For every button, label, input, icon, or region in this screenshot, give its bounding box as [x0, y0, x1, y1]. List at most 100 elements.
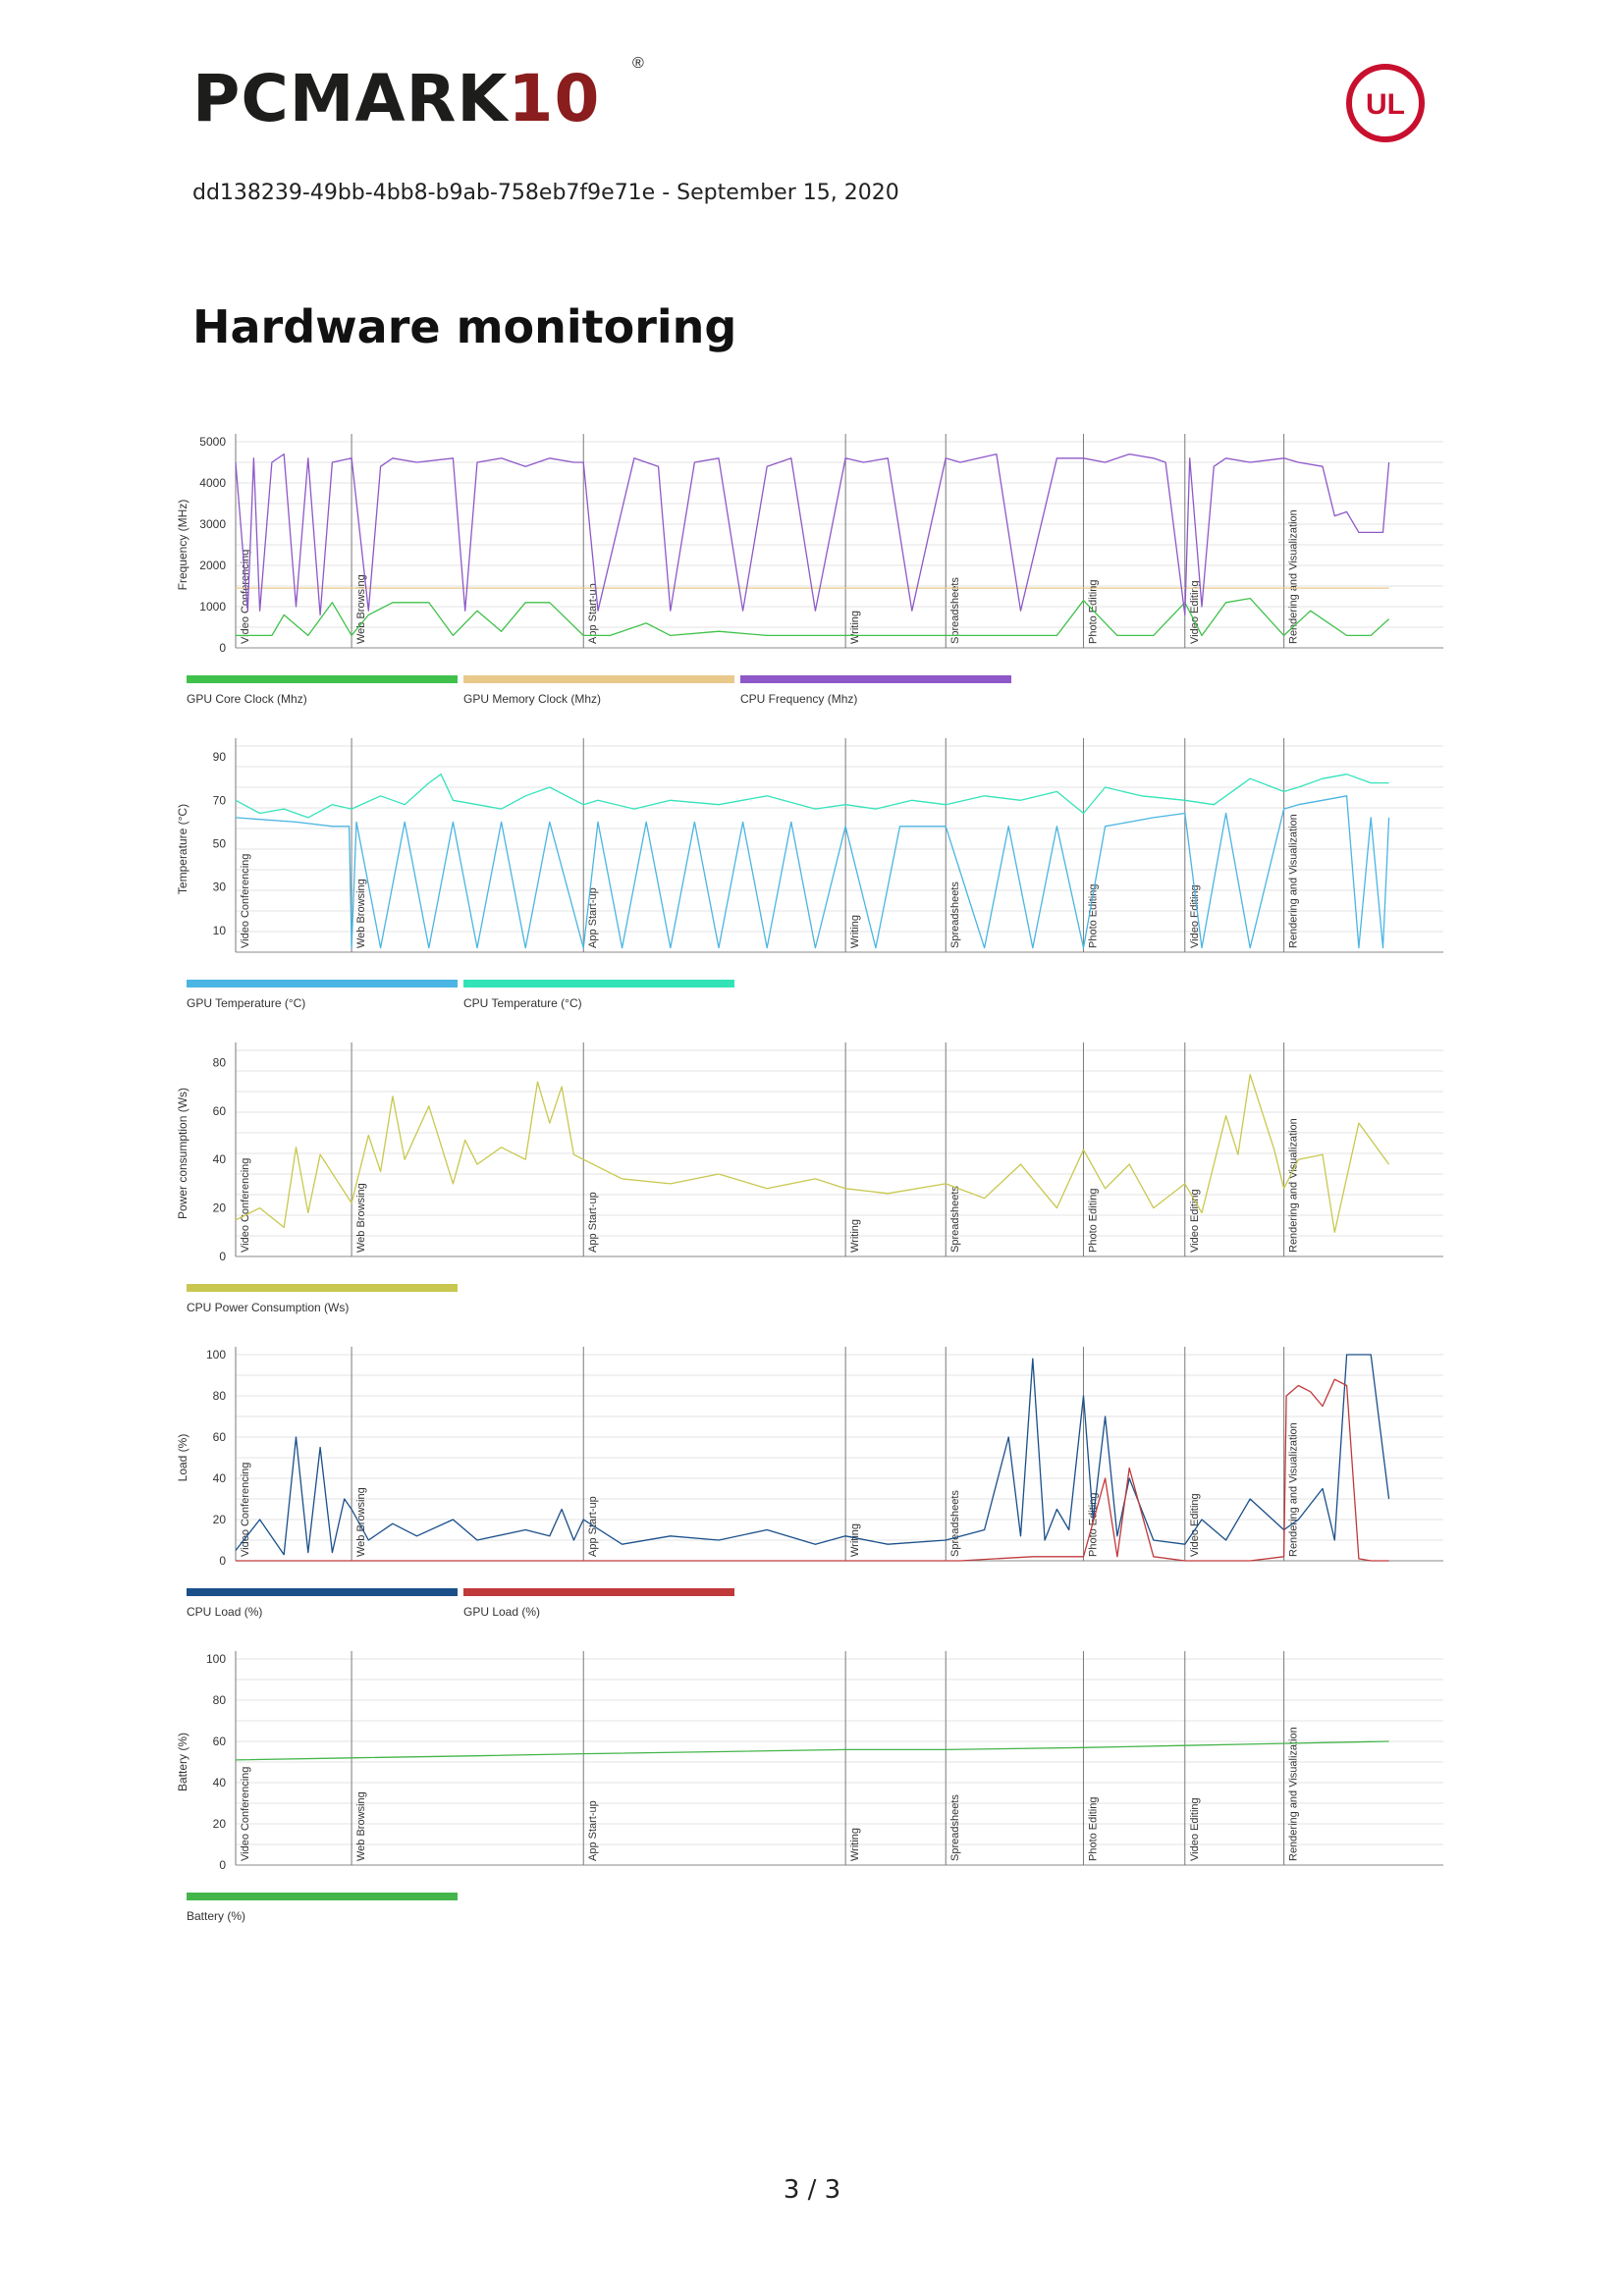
phase-label-app-start-up: App Start-up	[587, 887, 599, 948]
y-tick-label: 0	[219, 1554, 226, 1568]
y-tick-label: 90	[213, 750, 227, 764]
phase-label-writing: Writing	[849, 1219, 861, 1253]
series-line-gpu-temperature-c	[235, 795, 1390, 949]
phase-label-writing: Writing	[849, 611, 861, 644]
legend-label-gpu-memory-clock-mhz: GPU Memory Clock (Mhz)	[463, 692, 601, 706]
phase-label-rendering-and-visualization: Rendering and Visualization	[1288, 509, 1300, 644]
y-axis-label: Load (%)	[176, 1434, 189, 1482]
logo-registered-mark: ®	[632, 55, 644, 72]
legend-swatch-gpu-memory-clock-mhz	[463, 675, 734, 683]
pcmark-logo: PCMARK10 ®	[192, 55, 703, 137]
y-axis-label: Frequency (MHz)	[176, 500, 189, 591]
series-line-cpu-load	[235, 1354, 1390, 1556]
phase-label-photo-editing: Photo Editing	[1087, 1797, 1099, 1861]
y-tick-label: 3000	[199, 517, 226, 531]
phase-label-web-browsing: Web Browsing	[355, 1183, 367, 1253]
phase-label-video-editing: Video Editing	[1189, 1189, 1201, 1253]
series-line-gpu-core-clock-mhz	[236, 597, 1390, 637]
phase-label-web-browsing: Web Browsing	[355, 879, 367, 948]
phase-label-rendering-and-visualization: Rendering and Visualization	[1288, 1422, 1300, 1557]
y-tick-label: 80	[213, 1693, 227, 1707]
legend-swatch-cpu-power-consumption-ws	[187, 1284, 458, 1292]
y-axis-label: Temperature (°C)	[176, 804, 189, 894]
legend-label-gpu-core-clock-mhz: GPU Core Clock (Mhz)	[187, 692, 307, 706]
y-tick-label: 70	[213, 793, 227, 807]
legend-swatch-cpu-frequency-mhz	[740, 675, 1011, 683]
y-tick-label: 10	[213, 924, 227, 937]
phase-label-rendering-and-visualization: Rendering and Visualization	[1288, 814, 1300, 948]
ul-badge-text: UL	[1366, 88, 1405, 121]
chart-frequency: 0 1000 2000 3000 4000 5000 Frequency (MHz) Vide…	[176, 434, 1443, 706]
phase-label-video-conferencing: Video Conferencing	[240, 1158, 251, 1253]
phase-label-app-start-up: App Start-up	[587, 583, 599, 644]
y-tick-label: 60	[213, 1735, 227, 1748]
series-line-cpu-power-consumption-ws	[235, 1074, 1390, 1233]
phase-label-writing: Writing	[849, 915, 861, 948]
y-tick-label: 60	[213, 1430, 227, 1444]
legend-label-battery: Battery (%)	[187, 1909, 245, 1923]
legend-label-cpu-power-consumption-ws: CPU Power Consumption (Ws)	[187, 1301, 349, 1314]
phase-label-spreadsheets: Spreadsheets	[949, 577, 961, 644]
phase-label-spreadsheets: Spreadsheets	[949, 1186, 961, 1253]
phase-label-writing: Writing	[849, 1828, 861, 1861]
legend-swatch-battery	[187, 1893, 458, 1900]
chart-temperature: 10 30 50 70 90 Temperature (°C) Video Conferen…	[176, 738, 1443, 1010]
phase-label-app-start-up: App Start-up	[587, 1192, 599, 1253]
y-tick-label: 100	[206, 1652, 226, 1666]
phase-label-photo-editing: Photo Editing	[1087, 1493, 1099, 1557]
phase-label-app-start-up: App Start-up	[587, 1800, 599, 1861]
series-line-battery	[235, 1740, 1389, 1761]
page-number: 3 / 3	[783, 2175, 841, 2205]
phase-label-photo-editing: Photo Editing	[1087, 580, 1099, 644]
y-axis-label: Power consumption (Ws)	[176, 1088, 189, 1219]
legend-swatch-cpu-temperature-c	[463, 980, 734, 988]
legend-label-cpu-load: CPU Load (%)	[187, 1605, 262, 1619]
phase-label-video-conferencing: Video Conferencing	[240, 550, 251, 644]
y-tick-label: 100	[206, 1348, 226, 1362]
phase-label-web-browsing: Web Browsing	[355, 1487, 367, 1557]
y-tick-label: 80	[213, 1389, 227, 1403]
legend-swatch-gpu-load	[463, 1588, 734, 1596]
y-axis-label: Battery (%)	[176, 1733, 189, 1791]
y-tick-label: 40	[213, 1471, 227, 1485]
y-tick-label: 60	[213, 1104, 227, 1118]
y-tick-label: 40	[213, 1152, 227, 1166]
legend-swatch-gpu-temperature-c	[187, 980, 458, 988]
document-id: dd138239-49bb-4bb8-b9ab-758eb7f9e71e - S…	[192, 181, 899, 205]
y-tick-label: 5000	[199, 435, 226, 449]
y-tick-label: 20	[213, 1817, 227, 1831]
series-line-gpu-load	[236, 1378, 1389, 1562]
chart-power: 0 20 40 60 80 Power consumption (Ws) Video Con…	[176, 1042, 1443, 1314]
legend-label-cpu-temperature-c: CPU Temperature (°C)	[463, 996, 582, 1010]
y-tick-label: 20	[213, 1513, 227, 1526]
phase-label-spreadsheets: Spreadsheets	[949, 881, 961, 948]
y-tick-label: 30	[213, 881, 227, 894]
phase-label-spreadsheets: Spreadsheets	[949, 1794, 961, 1861]
legend-swatch-cpu-load	[187, 1588, 458, 1596]
phase-label-rendering-and-visualization: Rendering and Visualization	[1288, 1118, 1300, 1253]
phase-label-video-editing: Video Editing	[1189, 1797, 1201, 1861]
phase-label-web-browsing: Web Browsing	[355, 1791, 367, 1861]
y-tick-label: 0	[219, 1858, 226, 1872]
phase-label-rendering-and-visualization: Rendering and Visualization	[1288, 1727, 1300, 1861]
y-tick-label: 0	[219, 1250, 226, 1263]
legend-label-cpu-frequency-mhz: CPU Frequency (Mhz)	[740, 692, 857, 706]
legend-label-gpu-load: GPU Load (%)	[463, 1605, 540, 1619]
phase-label-video-editing: Video Editing	[1189, 884, 1201, 948]
y-tick-label: 80	[213, 1055, 227, 1069]
ul-badge-icon: UL	[1346, 64, 1425, 142]
legend-label-gpu-temperature-c: GPU Temperature (°C)	[187, 996, 305, 1010]
y-tick-label: 40	[213, 1776, 227, 1789]
y-tick-label: 20	[213, 1201, 227, 1215]
phase-label-photo-editing: Photo Editing	[1087, 1189, 1099, 1253]
phase-label-video-conferencing: Video Conferencing	[240, 1767, 251, 1861]
y-tick-label: 1000	[199, 600, 226, 614]
phase-label-photo-editing: Photo Editing	[1087, 884, 1099, 948]
series-line-cpu-temperature-c	[235, 774, 1389, 819]
y-tick-label: 50	[213, 836, 227, 850]
logo-text: PCMARK10	[192, 61, 601, 136]
legend-swatch-gpu-core-clock-mhz	[187, 675, 458, 683]
y-tick-label: 2000	[199, 559, 226, 572]
phase-label-video-editing: Video Editing	[1189, 1493, 1201, 1557]
